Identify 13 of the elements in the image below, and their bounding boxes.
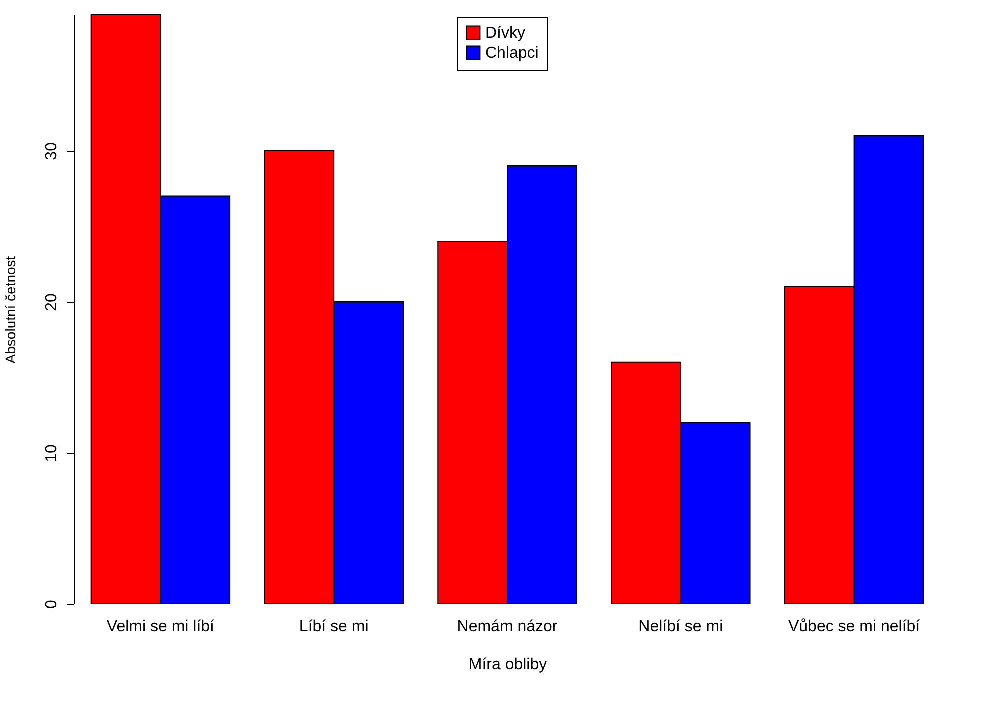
- y-tick-label: 10: [44, 444, 60, 462]
- y-tick-label: 0: [44, 600, 60, 609]
- x-axis-title: Míra obliby: [468, 656, 548, 674]
- y-axis-title: Absolutní četnost: [2, 256, 18, 364]
- y-tick-label: 30: [44, 142, 60, 160]
- y-tick-label: 20: [44, 293, 60, 312]
- x-tick-label: Vůbec se mi nelíbí: [788, 618, 921, 636]
- legend-label: Dívky: [486, 25, 526, 42]
- x-tick-label: Nemám názor: [457, 618, 558, 636]
- x-tick-label: Nelíbí se mi: [638, 618, 724, 636]
- legend-label: Chlapci: [486, 45, 539, 62]
- x-tick-label: Líbí se mi: [299, 618, 369, 636]
- x-tick-label: Velmi se mi líbí: [106, 618, 216, 636]
